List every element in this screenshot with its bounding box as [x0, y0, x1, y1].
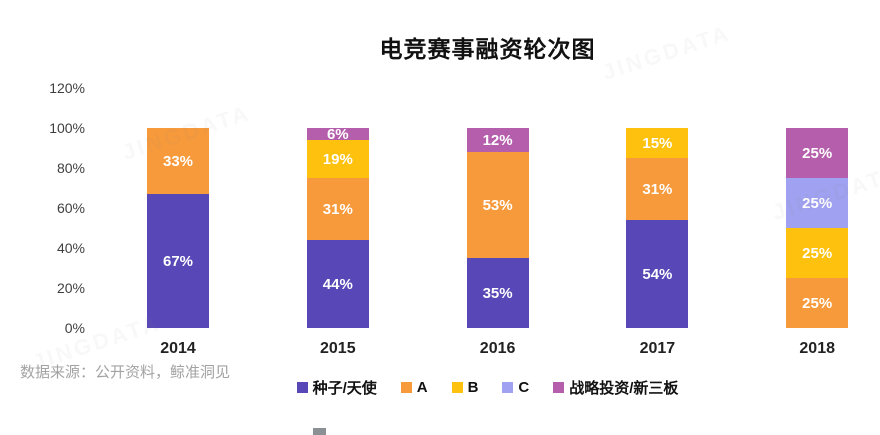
bar-segment-A: 25% [786, 278, 849, 328]
segment-value-label: 31% [642, 180, 673, 198]
bar-segment-B: 25% [786, 228, 849, 278]
segment-value-label: 31% [322, 200, 353, 218]
bar-segment-种子/天使: 35% [466, 258, 529, 328]
bar-segment-种子/天使: 54% [626, 220, 689, 328]
segment-value-label: 19% [322, 150, 353, 168]
stacked-bar-2015: 44% 31% 19% 6% [306, 125, 369, 328]
legend-swatch [553, 382, 565, 393]
segment-value-label: 12% [482, 131, 513, 149]
segment-value-label: 35% [482, 284, 513, 302]
legend-label: 战略投资/新三板 [569, 380, 679, 397]
y-axis-tick: 120% [49, 80, 85, 96]
y-axis-tick: 0% [64, 320, 85, 336]
stacked-bar-2016: 35% 53% 12% [466, 128, 529, 328]
scrollbar-artifact [313, 428, 326, 435]
legend: 种子/天使 A B C 战略投资/新三板 [95, 377, 880, 398]
chart-title: 电竞赛事融资轮次图 [379, 36, 596, 62]
y-axis-tick: 100% [49, 120, 85, 136]
x-axis-label: 2017 [639, 340, 676, 357]
bar-segment-种子/天使: 44% [306, 240, 369, 328]
bar-segment-战略投资/新三板: 12% [466, 128, 529, 152]
segment-value-label: 67% [162, 252, 194, 270]
x-axis-label: 2014 [160, 340, 196, 357]
segment-value-label: 54% [642, 265, 673, 283]
segment-value-label: 6% [326, 125, 349, 143]
legend-swatch [451, 382, 463, 393]
segment-value-label: 53% [482, 196, 513, 214]
legend-label: 种子/天使 [312, 380, 377, 397]
segment-value-label: 15% [642, 134, 673, 152]
x-axis-label: 2015 [320, 340, 356, 357]
bar-segment-B: 15% [626, 128, 689, 158]
stacked-bar-2014: 67% 33% [147, 128, 209, 328]
source-note: 数据来源：公开资料，鲸准洞见 [20, 364, 231, 381]
bar-segment-A: 33% [147, 128, 209, 194]
x-axis-label: 2018 [799, 340, 835, 357]
stacked-bar-2018: 25% 25% 25% 25% [786, 128, 849, 328]
legend-swatch [400, 382, 412, 393]
y-axis-tick: 60% [56, 200, 85, 216]
segment-value-label: 44% [322, 275, 353, 293]
legend-label: A [416, 379, 428, 396]
segment-value-label: 25% [802, 244, 833, 262]
legend-label: C [518, 379, 530, 396]
legend-item-C: C [502, 379, 529, 396]
x-axis-label: 2016 [479, 340, 516, 357]
bar-segment-A: 53% [466, 152, 529, 258]
legend-item-战略投资/新三板: 战略投资/新三板 [553, 377, 678, 398]
bar-segment-种子/天使: 67% [147, 194, 209, 328]
bar-segment-战略投资/新三板: 6% [306, 125, 369, 143]
bar-segment-C: 25% [786, 178, 849, 228]
segment-value-label: 25% [802, 194, 833, 212]
bar-segment-A: 31% [306, 178, 369, 240]
bar-segment-B: 19% [306, 140, 369, 178]
y-axis-tick: 80% [56, 160, 85, 176]
legend-item-A: A [400, 379, 428, 396]
segment-value-label: 33% [162, 152, 194, 170]
legend-swatch [502, 382, 514, 393]
y-axis-tick: 20% [56, 280, 85, 296]
legend-item-B: B [451, 379, 479, 396]
legend-swatch [296, 382, 308, 393]
bar-segment-战略投资/新三板: 25% [786, 128, 849, 178]
legend-item-种子/天使: 种子/天使 [296, 377, 377, 398]
y-axis-tick: 40% [56, 240, 85, 256]
stacked-bar-2017: 54% 31% 15% [626, 128, 689, 328]
bar-segment-A: 31% [626, 158, 689, 220]
segment-value-label: 25% [802, 144, 833, 162]
segment-value-label: 25% [802, 294, 833, 312]
legend-label: B [467, 379, 479, 396]
